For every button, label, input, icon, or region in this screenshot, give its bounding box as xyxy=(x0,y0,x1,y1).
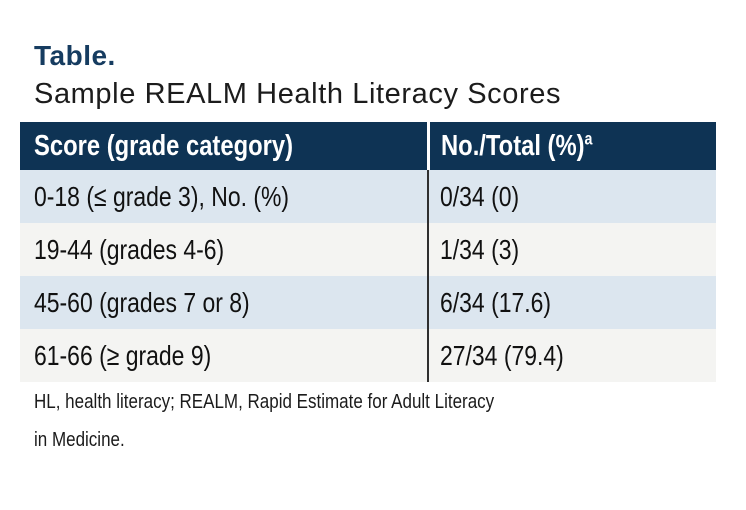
cell-value: 0/34 (0) xyxy=(427,170,716,223)
table-footnote: HL, health literacy; REALM, Rapid Estima… xyxy=(34,383,575,459)
cell-category: 45-60 (grades 7 or 8) xyxy=(34,286,250,318)
footnote-marker-a: a xyxy=(584,127,593,148)
cell-value: 6/34 (17.6) xyxy=(427,276,716,329)
table-row: 19-44 (grades 4-6) 1/34 (3) xyxy=(20,223,716,276)
cell-category: 61-66 (≥ grade 9) xyxy=(34,339,212,371)
header-cell-no-total-label: No./Total (%)a xyxy=(441,127,593,162)
header-cell-score-label: Score (grade category) xyxy=(34,129,294,162)
header-cell-no-total: No./Total (%)a xyxy=(427,122,716,170)
realm-scores-table: Score (grade category) No./Total (%)a 0-… xyxy=(20,122,716,382)
table-title: Sample REALM Health Literacy Scores xyxy=(34,78,562,110)
cell-category: 0-18 (≤ grade 3), No. (%) xyxy=(34,180,290,212)
cell-value: 27/34 (79.4) xyxy=(427,329,716,382)
cell-value: 1/34 (3) xyxy=(427,223,716,276)
table-label: Table. xyxy=(34,40,116,71)
header-cell-score: Score (grade category) xyxy=(20,122,427,170)
footnote-line-1: HL, health literacy; REALM, Rapid Estima… xyxy=(34,391,495,413)
table-header-row: Score (grade category) No./Total (%)a xyxy=(20,122,716,170)
cell-category: 19-44 (grades 4-6) xyxy=(34,233,225,265)
table-row: 0-18 (≤ grade 3), No. (%) 0/34 (0) xyxy=(20,170,716,223)
footnote-line-2: in Medicine. xyxy=(34,429,125,451)
table-row: 45-60 (grades 7 or 8) 6/34 (17.6) xyxy=(20,276,716,329)
table-row: 61-66 (≥ grade 9) 27/34 (79.4) xyxy=(20,329,716,382)
